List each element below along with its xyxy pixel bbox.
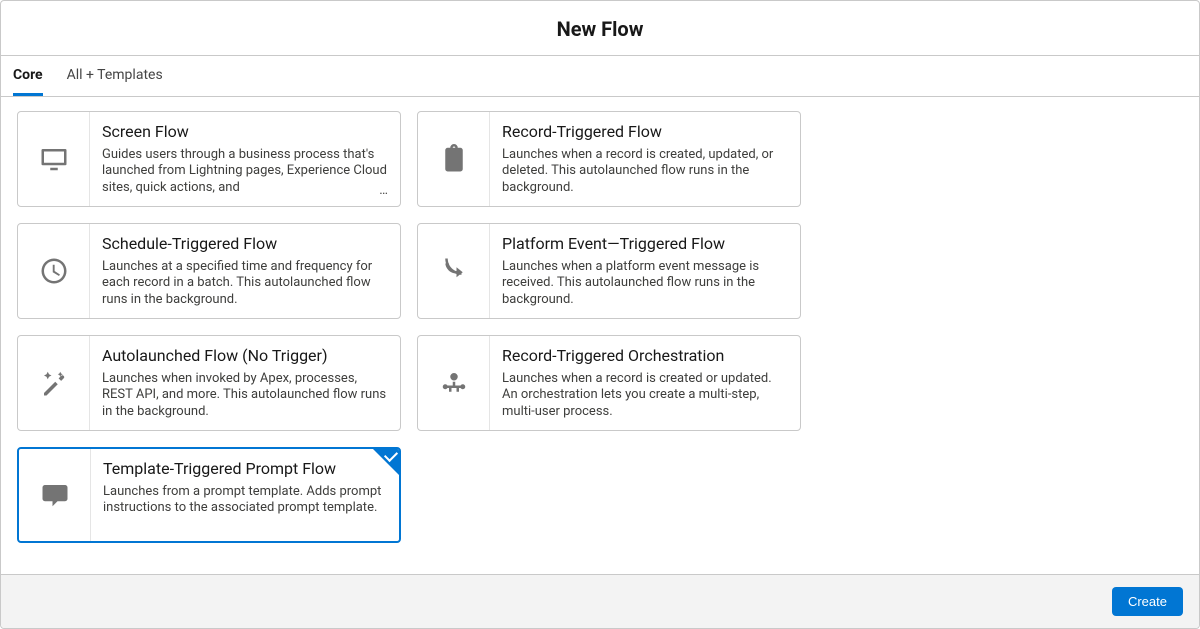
flow-card-template-prompt[interactable]: Template-Triggered Prompt Flow Launches … [17, 447, 401, 543]
tab-label: Core [13, 67, 43, 83]
flow-card-schedule-triggered[interactable]: Schedule-Triggered Flow Launches at a sp… [17, 223, 401, 319]
card-title: Screen Flow [102, 122, 388, 141]
card-body: Platform Event—Triggered Flow Launches w… [490, 224, 800, 318]
selected-check-icon [373, 449, 399, 475]
card-body: Autolaunched Flow (No Trigger) Launches … [90, 336, 400, 430]
tab-core[interactable]: Core [13, 56, 43, 96]
modal-title: New Flow [1, 17, 1199, 41]
flow-card-record-triggered[interactable]: Record-Triggered Flow Launches when a re… [417, 111, 801, 207]
card-desc: Launches when a record is created, updat… [502, 147, 788, 196]
clock-icon [18, 224, 90, 318]
flow-card-screen[interactable]: Screen Flow Guides users through a busin… [17, 111, 401, 207]
card-title: Platform Event—Triggered Flow [502, 234, 788, 253]
card-title: Record-Triggered Orchestration [502, 346, 788, 365]
tab-label: All + Templates [67, 67, 163, 83]
modal-content: Screen Flow Guides users through a busin… [1, 97, 1199, 574]
truncation-ellipsis: … [375, 183, 390, 198]
card-body: Template-Triggered Prompt Flow Launches … [91, 449, 399, 541]
card-body: Screen Flow Guides users through a busin… [90, 112, 400, 206]
card-desc: Launches from a prompt template. Adds pr… [103, 484, 387, 517]
prompt-icon [19, 449, 91, 541]
flow-card-autolaunched[interactable]: Autolaunched Flow (No Trigger) Launches … [17, 335, 401, 431]
card-body: Record-Triggered Orchestration Launches … [490, 336, 800, 430]
card-title: Autolaunched Flow (No Trigger) [102, 346, 388, 365]
card-title: Schedule-Triggered Flow [102, 234, 388, 253]
modal-header: New Flow [1, 1, 1199, 56]
signal-icon [418, 224, 490, 318]
clipboard-icon [418, 112, 490, 206]
card-title: Template-Triggered Prompt Flow [103, 459, 387, 478]
flow-type-grid: Screen Flow Guides users through a busin… [17, 111, 1183, 543]
card-desc: Launches at a specified time and frequen… [102, 259, 388, 308]
create-button[interactable]: Create [1112, 587, 1183, 616]
card-desc: Launches when a record is created or upd… [502, 371, 788, 420]
new-flow-modal: New Flow Core All + Templates Screen Flo… [0, 0, 1200, 629]
card-desc: Launches when a platform event message i… [502, 259, 788, 308]
orchestration-icon [418, 336, 490, 430]
screen-icon [18, 112, 90, 206]
card-body: Record-Triggered Flow Launches when a re… [490, 112, 800, 206]
modal-footer: Create [1, 574, 1199, 628]
flow-card-orchestration[interactable]: Record-Triggered Orchestration Launches … [417, 335, 801, 431]
card-desc: Guides users through a business process … [102, 147, 388, 196]
flow-card-platform-event[interactable]: Platform Event—Triggered Flow Launches w… [417, 223, 801, 319]
tab-all-templates[interactable]: All + Templates [67, 56, 163, 96]
card-desc: Launches when invoked by Apex, processes… [102, 371, 388, 420]
card-body: Schedule-Triggered Flow Launches at a sp… [90, 224, 400, 318]
wand-icon [18, 336, 90, 430]
tab-bar: Core All + Templates [1, 56, 1199, 97]
card-title: Record-Triggered Flow [502, 122, 788, 141]
